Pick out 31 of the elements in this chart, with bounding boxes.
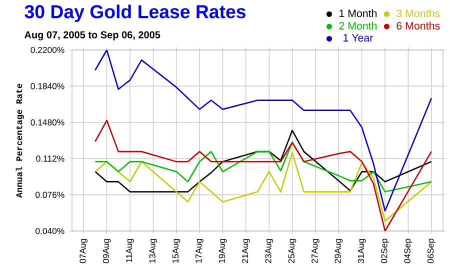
- x-tick-label: 11Aug: [126, 238, 134, 262]
- legend-label: 6 Months: [396, 22, 440, 30]
- x-tick-label: 04Sep: [404, 238, 412, 264]
- chart-subtitle: Aug 07, 2005 to Sep 06, 2005: [24, 31, 160, 40]
- x-tick-label: 21Aug: [242, 238, 250, 263]
- y-tick-label: 0.1480%: [30, 119, 64, 126]
- y-tick-label: 0.076%: [36, 192, 64, 198]
- x-tick-label: 09Aug: [102, 238, 111, 264]
- y-tick-label: 0.2200%: [30, 46, 64, 54]
- legend-label: 2 Month: [339, 22, 377, 30]
- legend-label: 1 Year: [344, 34, 374, 42]
- x-tick-label: 13Aug: [149, 238, 158, 263]
- chart-title: 30 Day Gold Lease Rates: [24, 4, 246, 22]
- y-axis-title: Annual Percentage Rate: [16, 84, 24, 198]
- x-tick-label: 25Aug: [288, 238, 296, 263]
- x-tick-label: 23Aug: [265, 238, 274, 263]
- legend-label: 1 Month: [340, 9, 377, 18]
- y-tick-label: 0.040%: [36, 228, 64, 234]
- x-tick-label: 02Sep: [381, 238, 389, 264]
- x-tick-label: 17Aug: [196, 238, 204, 263]
- x-tick-label: 19Aug: [218, 238, 227, 263]
- x-tick-label: 29Aug: [334, 238, 343, 263]
- x-tick-label: 07Aug: [80, 238, 88, 264]
- x-tick-label: 06Sep: [427, 238, 436, 264]
- line-series: [94, 142, 432, 192]
- y-tick-label: 0.112%: [36, 156, 64, 162]
- y-tick-label: 0.1840%: [30, 83, 64, 90]
- x-tick-label: 15Aug: [172, 238, 180, 263]
- legend-label: 3 Months: [396, 9, 440, 18]
- x-tick-label: 31Aug: [358, 238, 366, 264]
- x-tick-label: 27Aug: [312, 238, 320, 263]
